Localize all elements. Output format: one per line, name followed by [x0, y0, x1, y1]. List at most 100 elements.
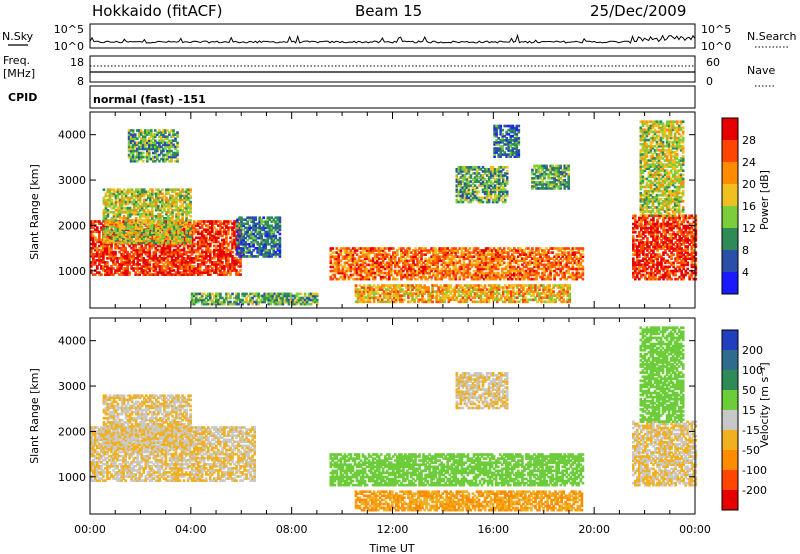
heatmap-cell — [287, 302, 291, 306]
heatmap-cell — [547, 265, 550, 269]
heatmap-cell — [440, 263, 444, 267]
heatmap-cell — [227, 302, 230, 306]
heatmap-cell — [104, 229, 108, 232]
heatmap-cell — [244, 244, 247, 248]
heatmap-cell — [486, 251, 490, 254]
heatmap-cell — [153, 241, 156, 245]
heatmap-cell — [151, 239, 154, 243]
heatmap-cell — [145, 241, 148, 245]
heatmap-cell — [537, 251, 540, 254]
heatmap-cell — [373, 255, 377, 259]
heatmap-cell — [153, 192, 156, 196]
heatmap-cell — [90, 246, 93, 250]
heatmap-cell — [179, 241, 182, 245]
heatmap-cell — [349, 255, 353, 259]
heatmap-cell — [200, 271, 204, 274]
heatmap-cell — [198, 244, 202, 248]
heatmap-cell — [98, 254, 101, 258]
heatmap-cell — [116, 257, 119, 260]
heatmap-cell — [162, 240, 166, 244]
heatmap-cell — [250, 234, 253, 238]
heatmap-cell — [142, 250, 146, 254]
heatmap-cell — [549, 247, 552, 250]
heatmap-cell — [270, 234, 274, 238]
heatmap-cell — [281, 300, 285, 304]
heatmap-cell — [418, 269, 421, 273]
heatmap-cell — [209, 259, 212, 262]
heatmap-cell — [134, 263, 138, 266]
heatmap-cell — [575, 277, 579, 281]
heatmap-cell — [278, 247, 282, 250]
heatmap-cell — [174, 252, 178, 256]
heatmap-cell — [174, 257, 178, 260]
heatmap-cell — [156, 155, 159, 159]
heatmap-cell — [205, 224, 208, 227]
heatmap-cell — [335, 259, 339, 263]
heatmap-cell — [237, 261, 240, 264]
heatmap-cell — [442, 251, 446, 254]
heatmap-cell — [250, 244, 253, 248]
heatmap-cell — [151, 227, 154, 230]
heatmap-cell — [523, 251, 526, 254]
heatmap-cell — [233, 300, 236, 304]
heatmap-cell — [114, 271, 117, 274]
heatmap-cell — [434, 257, 437, 261]
heatmap-cell — [513, 249, 516, 252]
heatmap-cell — [168, 131, 171, 134]
heatmap-cell — [482, 265, 486, 269]
heatmap-cell — [448, 275, 452, 279]
heatmap-cell — [112, 259, 115, 262]
heatmap-cell — [164, 135, 167, 139]
heatmap-cell — [375, 267, 379, 271]
heatmap-cell — [200, 224, 204, 227]
heatmap-cell — [272, 232, 276, 236]
heatmap-cell — [400, 259, 403, 263]
heatmap-cell — [106, 261, 109, 264]
heatmap-cell — [102, 239, 106, 243]
heatmap-cell — [498, 263, 502, 267]
heatmap-cell — [205, 220, 208, 223]
heatmap-cell — [100, 228, 103, 232]
heatmap-cell — [137, 145, 141, 149]
heatmap-cell — [432, 263, 435, 267]
heatmap-cell — [448, 271, 452, 275]
heatmap-cell — [179, 223, 182, 226]
heatmap-cell — [184, 273, 188, 276]
heatmap-cell — [143, 155, 147, 159]
heatmap-cell — [174, 147, 177, 151]
heatmap-cell — [211, 240, 214, 244]
heatmap-cell — [392, 251, 395, 254]
heatmap-cell — [444, 269, 448, 273]
heatmap-cell — [108, 204, 112, 208]
heatmap-cell — [476, 251, 480, 254]
heatmap-cell — [126, 237, 130, 241]
heatmap-cell — [235, 263, 238, 266]
heatmap-cell — [157, 198, 160, 202]
heatmap-cell — [490, 249, 494, 252]
heatmap-cell — [235, 271, 238, 274]
heatmap-cell — [427, 286, 430, 289]
heatmap-cell — [190, 292, 194, 296]
heatmap-cell — [373, 261, 377, 265]
heatmap-cell — [333, 273, 337, 277]
heatmap-cell — [390, 269, 393, 273]
heatmap-cell — [138, 212, 142, 216]
heatmap-cell — [155, 204, 158, 208]
heatmap-cell — [170, 244, 174, 248]
heatmap-cell — [406, 275, 409, 279]
heatmap-cell — [440, 251, 444, 254]
heatmap-cell — [104, 271, 107, 274]
heatmap-cell — [231, 240, 234, 244]
heatmap-cell — [127, 145, 131, 149]
heatmap-cell — [200, 263, 204, 266]
heatmap-cell — [223, 300, 226, 304]
heatmap-cell — [573, 255, 577, 259]
heatmap-cell — [279, 296, 283, 300]
heatmap-cell — [490, 265, 494, 269]
heatmap-cell — [160, 248, 164, 252]
heatmap-cell — [270, 228, 274, 232]
heatmap-cell — [148, 254, 152, 258]
heatmap-cell — [264, 232, 268, 236]
heatmap-cell — [276, 238, 280, 242]
heatmap-cell — [303, 294, 307, 298]
